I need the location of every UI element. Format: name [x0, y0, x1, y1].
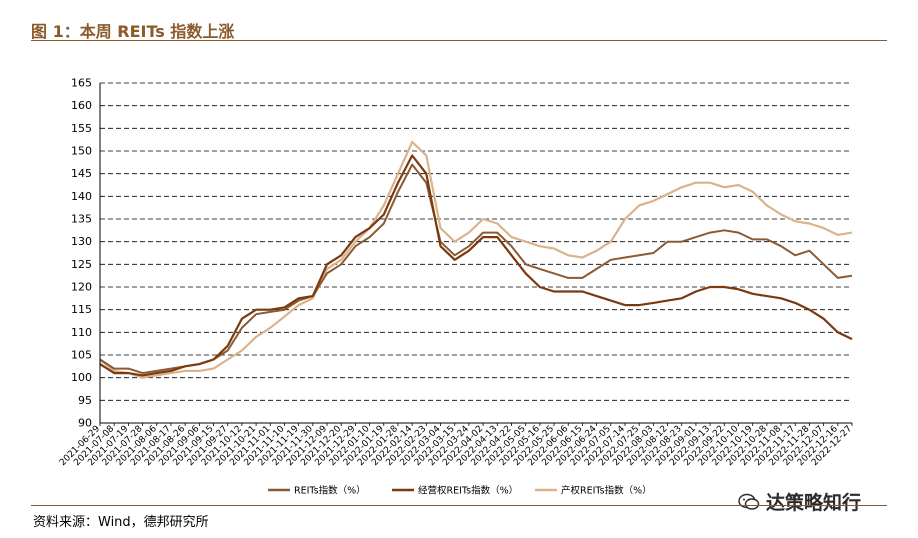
legend: REITs指数（%） 经营权REITs指数（%） 产权REITs指数（%）: [268, 485, 652, 497]
y-tick-label: 115: [71, 303, 92, 316]
y-tick-label: 120: [71, 281, 92, 294]
series-line-3: [99, 140, 853, 379]
y-tick-label: 130: [71, 235, 92, 248]
y-tick-label: 90: [78, 417, 92, 430]
y-tick-label: 140: [71, 190, 92, 203]
series-line-1: [99, 163, 853, 375]
y-axis-ticks: 90 95 100 105 110 115 120 125 130 135 140 145 150 155…: [71, 77, 92, 430]
y-tick-label: 160: [71, 99, 92, 112]
legend-label: 经营权REITs指数（%）: [418, 485, 518, 497]
y-tick-label: 155: [71, 122, 92, 135]
watermark: 达策略知行: [738, 488, 861, 515]
x-axis-ticks: 2021-06-292021-07-082021-07-192021-07-28…: [58, 423, 854, 468]
y-tick-label: 110: [71, 326, 92, 339]
grid-lines: [100, 82, 852, 401]
y-tick-label: 165: [71, 77, 92, 90]
legend-label: 产权REITs指数（%）: [561, 485, 652, 497]
watermark-text: 达策略知行: [766, 492, 862, 514]
axes: [99, 83, 852, 424]
y-tick-label: 125: [71, 258, 92, 271]
title-divider: [31, 40, 887, 41]
y-tick-label: 105: [71, 349, 92, 362]
series-lines: [99, 140, 853, 379]
source-note: 资料来源：Wind，德邦研究所: [33, 515, 209, 530]
y-tick-label: 145: [71, 167, 92, 180]
series-line-2: [99, 154, 853, 377]
legend-label: REITs指数（%）: [294, 485, 366, 497]
footer-divider: [31, 505, 887, 506]
y-tick-label: 135: [71, 213, 92, 226]
y-tick-label: 95: [78, 394, 92, 407]
y-tick-label: 100: [71, 371, 92, 384]
line-chart: 90 95 100 105 110 115 120 125 130 135 140 145 150 155…: [58, 77, 854, 497]
y-tick-label: 150: [71, 145, 92, 158]
wechat-icon: [738, 493, 760, 510]
chart-title: 图 1：本周 REITs 指数上涨: [31, 22, 235, 41]
